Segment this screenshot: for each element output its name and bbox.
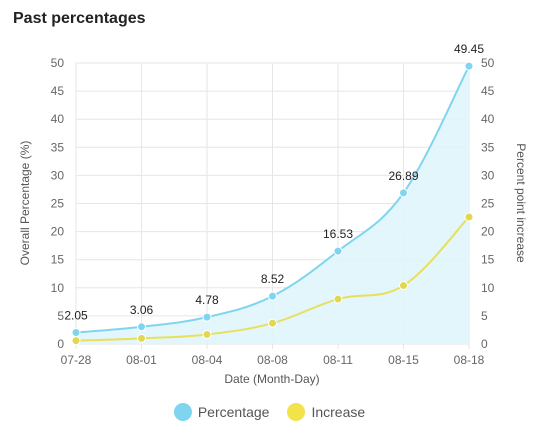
y-tick-label: 50 — [51, 56, 65, 70]
y-axis-label: Overall Percentage (%) — [18, 141, 32, 266]
data-labels: 2.05 3.06 4.78 8.52 16.53 26.89 49.45 — [64, 42, 484, 322]
point-increase — [268, 318, 277, 328]
legend-item-increase[interactable]: Increase — [287, 403, 365, 421]
y2-tick-label: 10 — [481, 281, 495, 295]
point-percentage — [399, 188, 408, 198]
data-points — [71, 61, 474, 346]
point-increase — [71, 336, 81, 346]
point-increase — [137, 333, 146, 343]
y2-tick-label: 25 — [481, 197, 495, 211]
y-tick-label: 0 — [57, 337, 64, 351]
data-label-percentage: 2.05 — [64, 308, 88, 322]
y-tick-label: 10 — [51, 281, 65, 295]
y2-tick-label: 50 — [481, 56, 495, 70]
y2-tick-label: 20 — [481, 225, 495, 239]
data-label-percentage: 8.52 — [261, 272, 285, 286]
legend-marker-increase — [287, 403, 306, 421]
y2-tick-label: 40 — [481, 112, 495, 126]
legend-item-percentage[interactable]: Percentage — [173, 403, 270, 421]
data-label-percentage: 4.78 — [195, 293, 219, 307]
y2-tick-label: 35 — [481, 140, 495, 154]
point-percentage — [268, 291, 277, 301]
x-tick-label: 08-04 — [192, 353, 223, 367]
area-fill — [76, 66, 469, 344]
y-tick-label: 20 — [51, 225, 65, 239]
y-tick-label: 25 — [51, 197, 65, 211]
x-tick-label: 08-18 — [454, 353, 485, 367]
y-tick-label: 30 — [51, 168, 65, 182]
legend-label-increase: Increase — [311, 404, 366, 420]
legend-label-percentage: Percentage — [197, 404, 270, 420]
data-label-percentage: 16.53 — [323, 227, 353, 241]
x-tick-label: 07-28 — [61, 353, 92, 367]
y2-tick-label: 15 — [481, 253, 495, 267]
y2-tick-label: 45 — [481, 84, 495, 98]
point-increase — [464, 212, 474, 222]
legend-marker-percentage — [173, 403, 192, 421]
tick-labels: 0 0 5 5 10 10 15 15 20 20 25 25 30 30 35 35 40 40 45 45 50 50… — [51, 56, 495, 367]
data-label-percentage: 49.45 — [454, 42, 484, 56]
legend: Percentage Increase — [0, 403, 539, 421]
data-label-percentage: 3.06 — [130, 303, 154, 317]
point-percentage — [333, 246, 343, 256]
y-tick-label: 5 — [57, 309, 64, 323]
point-percentage — [464, 61, 474, 71]
y-tick-label: 40 — [51, 112, 65, 126]
y2-tick-label: 30 — [481, 168, 495, 182]
y-tick-label: 35 — [51, 140, 65, 154]
point-percentage — [137, 322, 146, 332]
y-tick-label: 45 — [51, 84, 65, 98]
x-axis-label: Date (Month-Day) — [224, 372, 319, 386]
point-increase — [333, 294, 343, 304]
point-percentage — [71, 327, 81, 337]
y2-tick-label: 5 — [481, 309, 488, 323]
y-tick-label: 15 — [51, 253, 65, 267]
chart-title: Past percentages — [13, 10, 146, 27]
area-fill-percentage — [76, 66, 469, 344]
y2-tick-label: 0 — [481, 337, 488, 351]
point-increase — [399, 281, 408, 291]
line-chart: 2.05 3.06 4.78 8.52 16.53 26.89 49.45 0 0 5 5 10 10… — [18, 42, 528, 386]
x-tick-label: 08-15 — [388, 353, 419, 367]
data-label-percentage: 26.89 — [388, 169, 418, 183]
y2-axis-label: Percent point increase — [514, 143, 528, 263]
point-percentage — [202, 312, 212, 322]
point-increase — [202, 329, 212, 339]
x-tick-label: 08-11 — [323, 353, 353, 367]
x-tick-label: 08-01 — [126, 353, 157, 367]
x-tick-label: 08-08 — [257, 353, 288, 367]
